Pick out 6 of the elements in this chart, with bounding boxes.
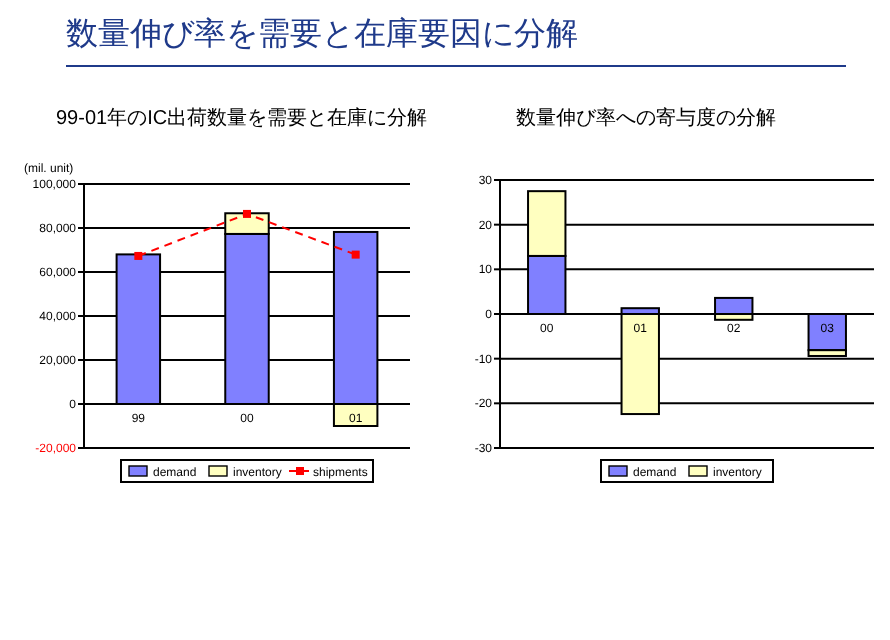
chart-title: 数量伸び率への寄与度の分解	[516, 106, 776, 130]
point	[351, 250, 360, 259]
point	[243, 209, 251, 218]
text: 数量伸び率を需要と在庫要因に分解	[66, 14, 578, 52]
chart-title: 99-01年のIC出荷数量を需要と在庫に分解	[56, 106, 428, 130]
point	[134, 251, 143, 260]
